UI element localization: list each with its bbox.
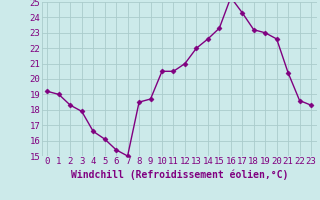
X-axis label: Windchill (Refroidissement éolien,°C): Windchill (Refroidissement éolien,°C) <box>70 169 288 180</box>
